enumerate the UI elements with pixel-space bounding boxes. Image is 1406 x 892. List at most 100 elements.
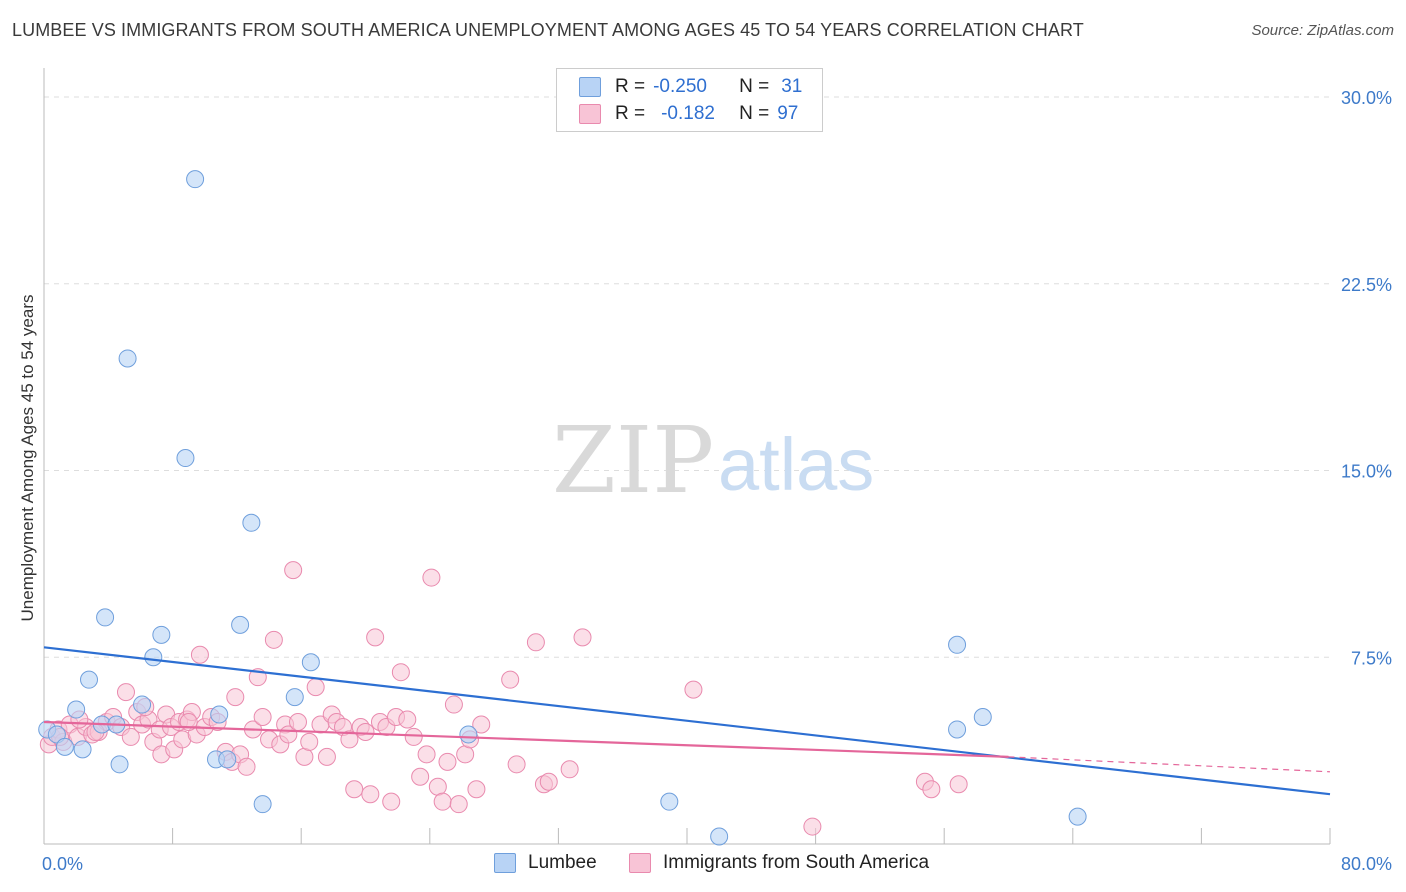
legend-n-value: 97 bbox=[777, 103, 799, 124]
data-point-immigrants bbox=[433, 792, 452, 811]
data-point-lumbee bbox=[973, 708, 992, 727]
bottom-legend-lumbee: Lumbee bbox=[494, 852, 597, 874]
axes bbox=[43, 68, 1331, 845]
data-point-lumbee bbox=[67, 700, 86, 719]
y-tick-label: 30.0% bbox=[1341, 88, 1392, 108]
data-point-immigrants bbox=[391, 663, 410, 682]
data-point-immigrants bbox=[361, 785, 380, 804]
data-point-immigrants bbox=[428, 777, 447, 796]
legend-row-lumbee: R = -0.250 N = 31 bbox=[579, 74, 802, 100]
x-tick-label: 80.0% bbox=[1341, 854, 1392, 874]
data-point-lumbee bbox=[144, 648, 163, 667]
data-point-immigrants bbox=[922, 780, 941, 799]
data-point-immigrants bbox=[121, 727, 140, 746]
data-point-lumbee bbox=[152, 625, 171, 644]
data-point-lumbee bbox=[55, 737, 74, 756]
legend-n-value: 31 bbox=[781, 76, 803, 97]
data-point-immigrants bbox=[226, 688, 245, 707]
data-point-immigrants bbox=[404, 727, 423, 746]
legend-n-label: N = bbox=[739, 76, 770, 97]
data-point-lumbee bbox=[231, 615, 250, 634]
data-point-immigrants bbox=[190, 645, 209, 664]
legend-r-value: -0.182 bbox=[661, 103, 715, 124]
data-point-immigrants bbox=[116, 683, 135, 702]
data-point-lumbee bbox=[285, 688, 304, 707]
data-point-immigrants bbox=[526, 633, 545, 652]
data-point-immigrants bbox=[507, 755, 526, 774]
trend-lines bbox=[43, 646, 1331, 796]
data-point-immigrants bbox=[684, 680, 703, 699]
data-point-lumbee bbox=[210, 705, 229, 724]
data-point-immigrants bbox=[317, 747, 336, 766]
data-point-lumbee bbox=[133, 695, 152, 714]
immigrants-swatch bbox=[629, 853, 651, 873]
data-point-immigrants bbox=[356, 722, 375, 741]
data-point-lumbee bbox=[253, 795, 272, 814]
watermark-atlas: atlas bbox=[718, 423, 874, 506]
watermark: ZIP atlas bbox=[552, 407, 874, 514]
data-point-immigrants bbox=[422, 568, 441, 587]
data-point-immigrants bbox=[253, 708, 272, 727]
data-point-immigrants bbox=[949, 775, 968, 794]
data-point-lumbee bbox=[660, 792, 679, 811]
data-point-immigrants bbox=[444, 695, 463, 714]
correlation-legend: R = -0.250 N = 31 R = -0.182 N = 97 bbox=[556, 68, 823, 132]
data-point-immigrants bbox=[345, 780, 364, 799]
legend-r-label: R = bbox=[615, 76, 646, 97]
data-point-immigrants bbox=[300, 732, 319, 751]
bottom-legend-immigrants-label: Immigrants from South America bbox=[663, 852, 930, 873]
data-point-lumbee bbox=[301, 653, 320, 672]
data-point-immigrants bbox=[417, 745, 436, 764]
series-immigrants-points bbox=[39, 561, 968, 836]
chart-source: Source: ZipAtlas.com bbox=[1251, 22, 1394, 39]
series-lumbee-points bbox=[38, 170, 1087, 846]
legend-row-immigrants: R = -0.182 N = 97 bbox=[579, 101, 798, 127]
watermark-zip: ZIP bbox=[552, 407, 714, 514]
data-point-immigrants bbox=[366, 628, 385, 647]
data-point-immigrants bbox=[382, 792, 401, 811]
data-point-immigrants bbox=[573, 628, 592, 647]
data-point-lumbee bbox=[459, 725, 478, 744]
data-point-immigrants bbox=[501, 670, 520, 689]
data-point-immigrants bbox=[411, 767, 430, 786]
data-point-lumbee bbox=[80, 670, 99, 689]
lumbee-swatch bbox=[579, 77, 601, 97]
data-point-immigrants bbox=[560, 760, 579, 779]
trend-line-lumbee bbox=[43, 646, 1331, 796]
data-point-lumbee bbox=[1068, 807, 1087, 826]
data-point-immigrants bbox=[456, 745, 475, 764]
data-point-immigrants bbox=[539, 772, 558, 791]
data-point-lumbee bbox=[710, 827, 729, 846]
data-point-lumbee bbox=[948, 635, 967, 654]
bottom-legend-lumbee-label: Lumbee bbox=[528, 852, 597, 873]
data-point-immigrants bbox=[340, 730, 359, 749]
chart-title: LUMBEE VS IMMIGRANTS FROM SOUTH AMERICA … bbox=[12, 20, 1084, 40]
legend-r-value: -0.250 bbox=[653, 76, 707, 97]
data-point-immigrants bbox=[295, 747, 314, 766]
bottom-legend-immigrants: Immigrants from South America bbox=[629, 852, 929, 874]
legend-n-label: N = bbox=[739, 103, 770, 124]
y-tick-label: 15.0% bbox=[1341, 462, 1392, 482]
data-point-immigrants bbox=[237, 757, 256, 776]
data-point-immigrants bbox=[288, 712, 307, 731]
immigrants-swatch bbox=[579, 104, 601, 124]
tick-labels: 7.5% 15.0% 22.5% 30.0% 0.0% 80.0% bbox=[42, 88, 1392, 874]
trend-line-immigrants bbox=[43, 720, 1009, 758]
data-point-immigrants bbox=[284, 561, 303, 580]
y-tick-label: 7.5% bbox=[1351, 648, 1392, 668]
data-point-lumbee bbox=[176, 449, 195, 468]
data-point-immigrants bbox=[472, 715, 491, 734]
data-point-immigrants bbox=[803, 817, 822, 836]
data-point-lumbee bbox=[96, 608, 115, 627]
legend-r-label: R = bbox=[615, 103, 646, 124]
data-point-immigrants bbox=[398, 710, 417, 729]
data-point-lumbee bbox=[948, 720, 967, 739]
data-point-lumbee bbox=[118, 349, 137, 368]
data-point-immigrants bbox=[449, 795, 468, 814]
data-point-lumbee bbox=[242, 513, 261, 532]
data-point-immigrants bbox=[438, 752, 457, 771]
data-point-immigrants bbox=[467, 780, 486, 799]
data-point-lumbee bbox=[186, 170, 205, 189]
